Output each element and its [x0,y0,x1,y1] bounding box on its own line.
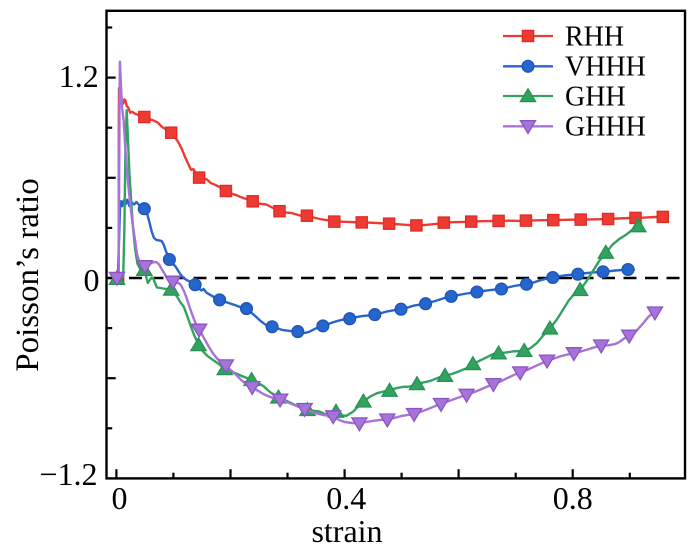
svg-text:1.2: 1.2 [59,58,99,94]
svg-text:0: 0 [84,262,100,298]
svg-text:GHHH: GHHH [565,112,646,143]
svg-text:RHH: RHH [565,21,624,52]
svg-text:−1.2: −1.2 [39,456,97,492]
svg-text:0: 0 [112,480,128,516]
svg-text:Poisson’s ratio: Poisson’s ratio [10,178,46,371]
svg-text:0.4: 0.4 [326,480,366,516]
svg-text:GHH: GHH [565,81,626,112]
svg-text:0.8: 0.8 [553,480,593,516]
svg-text:VHHH: VHHH [565,52,646,83]
svg-text:strain: strain [311,513,382,549]
